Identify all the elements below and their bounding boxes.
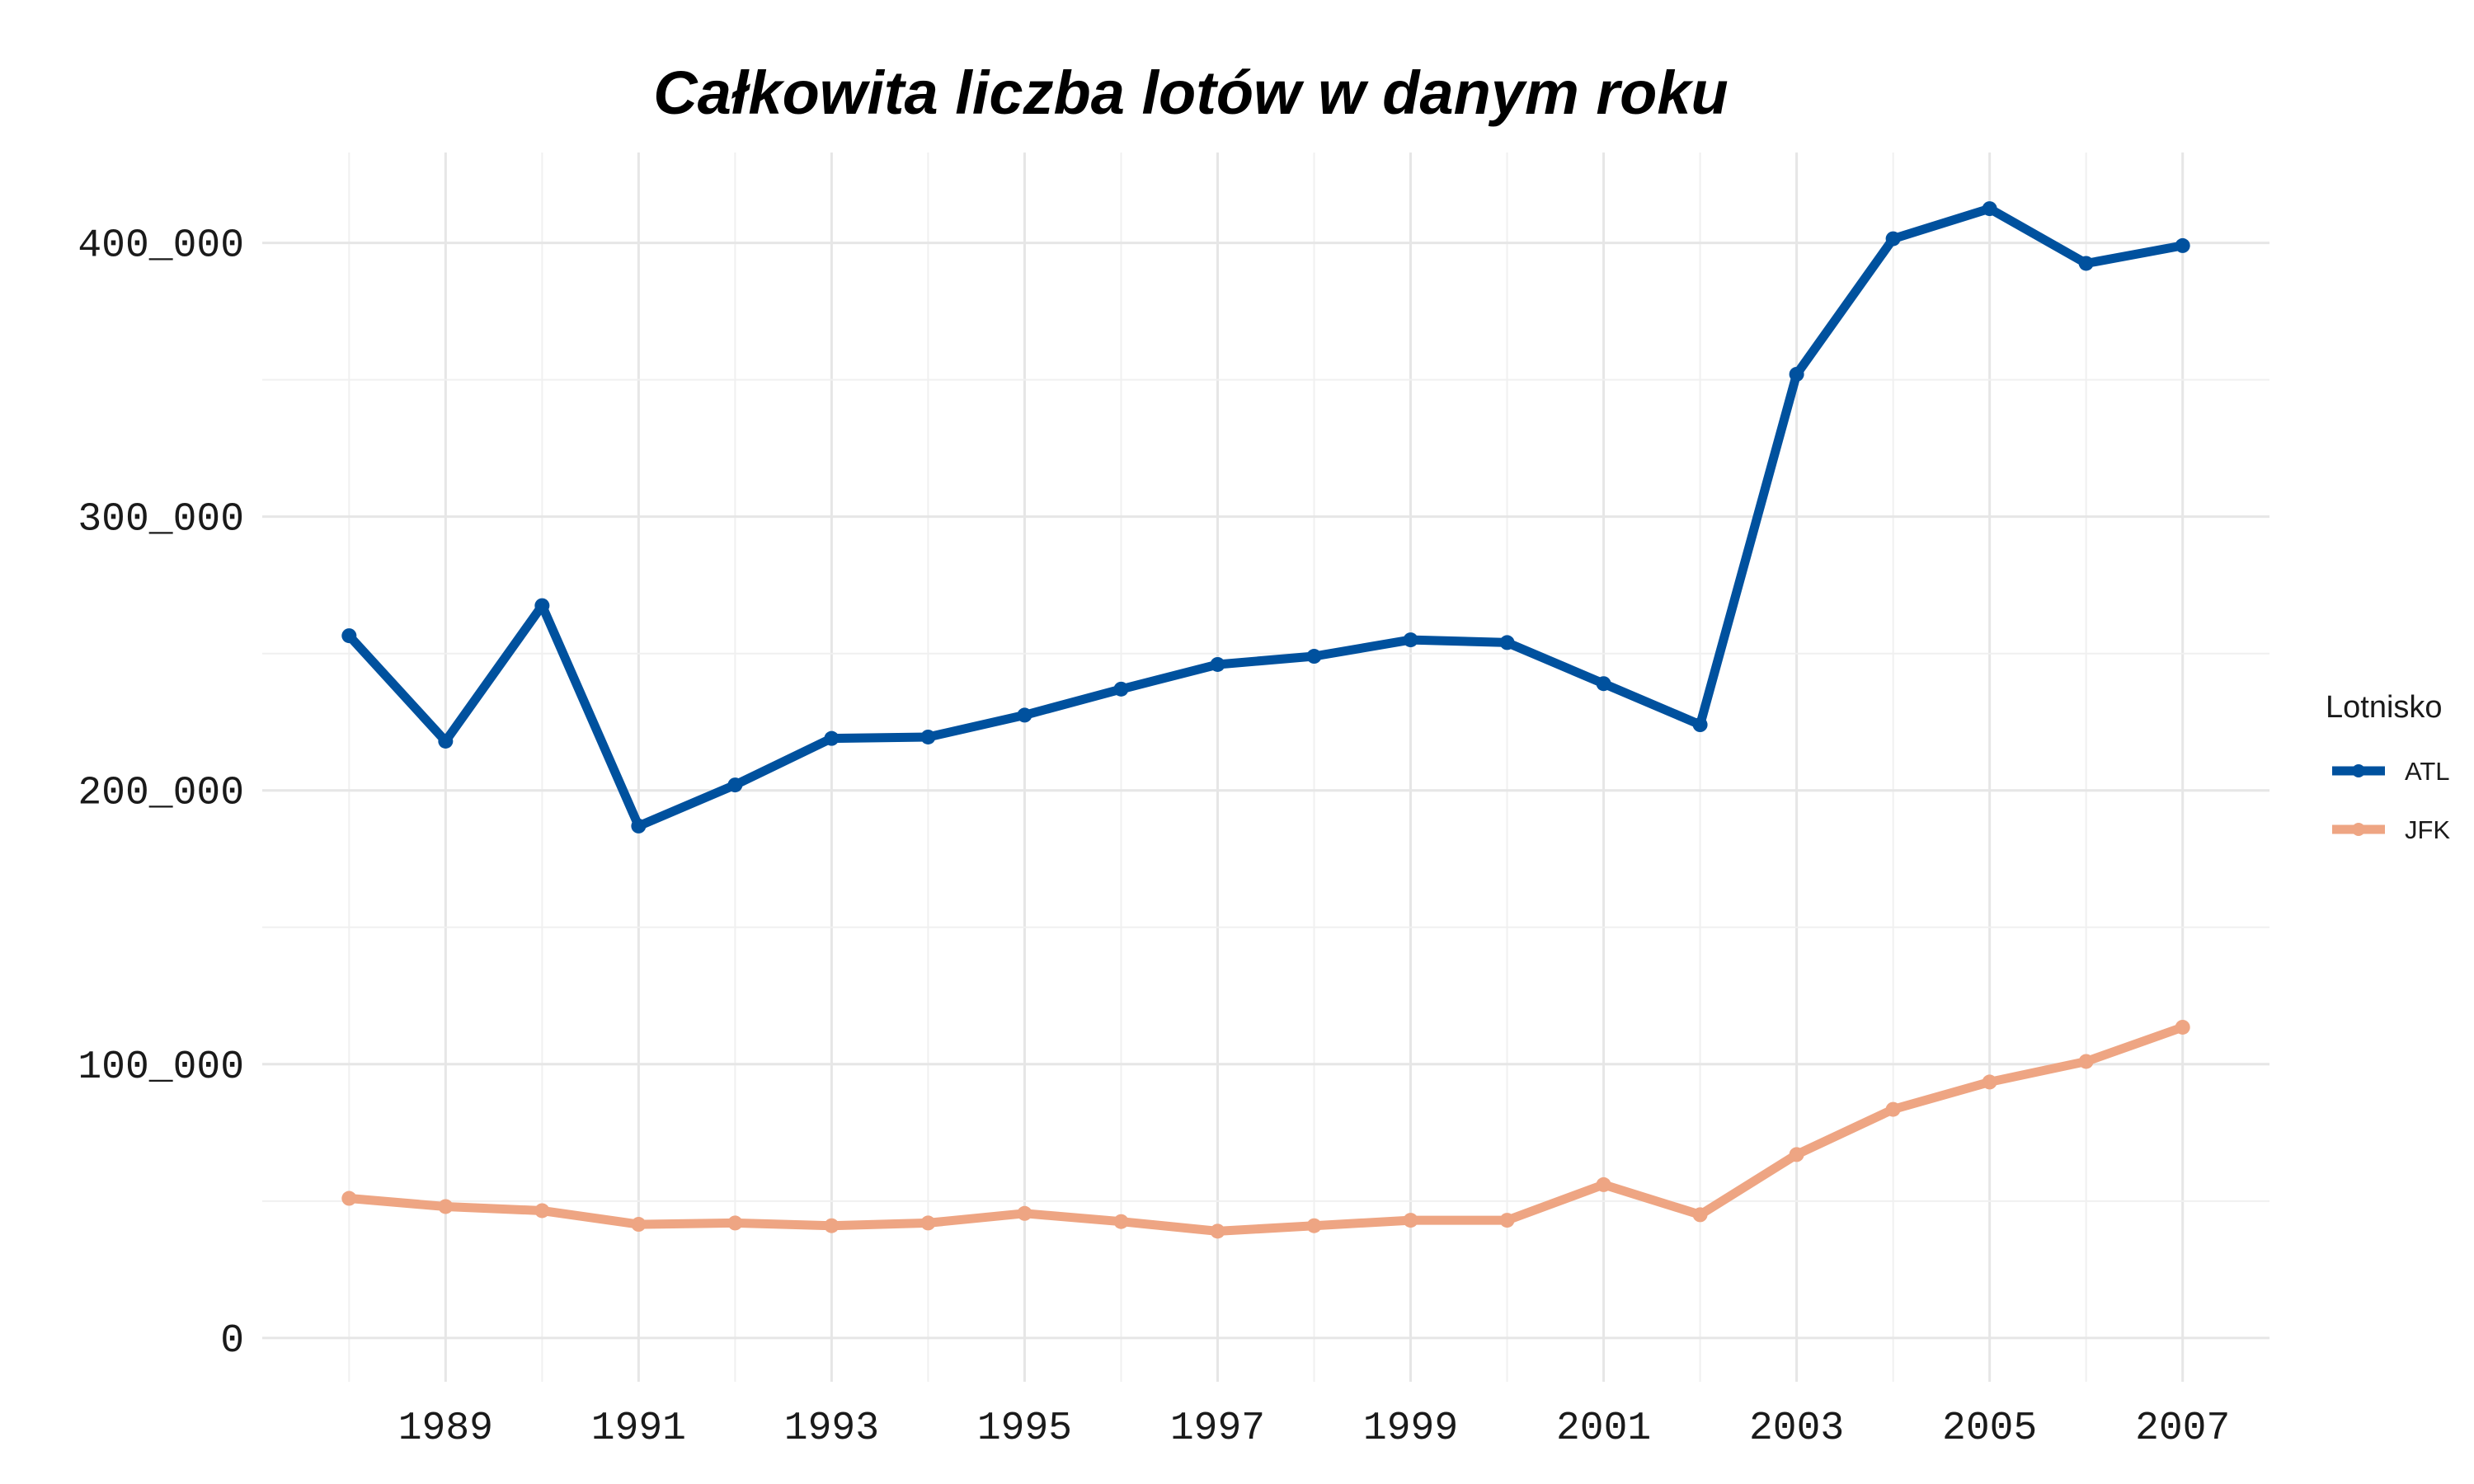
data-point-atl bbox=[1306, 649, 1322, 665]
data-point-atl bbox=[2175, 237, 2190, 253]
data-point-atl bbox=[1499, 635, 1515, 650]
legend-marker-jfk bbox=[2352, 823, 2365, 836]
data-point-jfk bbox=[1306, 1218, 1322, 1233]
x-tick-label: 1999 bbox=[1363, 1407, 1458, 1451]
legend-label-atl: ATL bbox=[2405, 757, 2450, 786]
data-point-jfk bbox=[438, 1199, 454, 1214]
legend: Lotnisko ATL JFK bbox=[2326, 690, 2450, 844]
data-point-jfk bbox=[2175, 1019, 2190, 1035]
legend-item-atl: ATL bbox=[2332, 757, 2450, 786]
grid bbox=[262, 153, 2269, 1382]
data-point-jfk bbox=[534, 1203, 550, 1219]
chart-title: Całkowita liczba lotów w danym roku bbox=[653, 59, 1728, 127]
data-point-jfk bbox=[1113, 1214, 1129, 1229]
y-tick-label: 100_000 bbox=[78, 1045, 244, 1090]
data-point-atl bbox=[1596, 676, 1611, 692]
x-tick-label: 1997 bbox=[1170, 1407, 1265, 1451]
data-point-atl bbox=[2078, 256, 2094, 271]
data-point-atl bbox=[1885, 231, 1901, 247]
y-tick-label: 400_000 bbox=[78, 224, 244, 269]
series-line-atl bbox=[344, 204, 2188, 831]
legend-label-jfk: JFK bbox=[2405, 815, 2450, 844]
data-point-jfk bbox=[1789, 1147, 1804, 1162]
data-point-atl bbox=[1789, 366, 1804, 382]
data-point-jfk bbox=[631, 1217, 647, 1233]
data-point-atl bbox=[341, 628, 357, 644]
x-tick-label: 2001 bbox=[1556, 1407, 1651, 1451]
legend-title: Lotnisko bbox=[2326, 690, 2443, 725]
legend-item-jfk: JFK bbox=[2332, 815, 2450, 844]
data-point-jfk bbox=[824, 1218, 840, 1233]
data-point-jfk bbox=[1596, 1176, 1611, 1192]
data-point-jfk bbox=[1017, 1205, 1032, 1221]
data-point-atl bbox=[534, 598, 550, 613]
y-axis: 0 100_000 200_000 300_000 400_000 bbox=[78, 224, 244, 1364]
x-tick-label: 1993 bbox=[784, 1407, 879, 1451]
data-point-jfk bbox=[1499, 1213, 1515, 1228]
x-tick-label: 2003 bbox=[1749, 1407, 1844, 1451]
data-point-jfk bbox=[1692, 1207, 1708, 1223]
data-point-jfk bbox=[1403, 1213, 1418, 1228]
data-point-atl bbox=[1017, 707, 1032, 723]
data-point-jfk bbox=[920, 1215, 936, 1231]
data-point-jfk bbox=[1210, 1223, 1225, 1239]
data-point-jfk bbox=[727, 1215, 743, 1231]
x-tick-label: 1991 bbox=[591, 1407, 686, 1451]
data-point-atl bbox=[920, 729, 936, 744]
series-layer bbox=[341, 201, 2190, 1239]
legend-marker-atl bbox=[2352, 764, 2365, 777]
y-tick-label: 0 bbox=[220, 1319, 244, 1364]
data-point-atl bbox=[1692, 717, 1708, 733]
data-point-atl bbox=[631, 818, 647, 834]
series-line-jfk bbox=[344, 1022, 2188, 1236]
y-tick-label: 200_000 bbox=[78, 772, 244, 816]
data-point-atl bbox=[727, 777, 743, 793]
data-point-atl bbox=[1403, 632, 1418, 648]
data-point-jfk bbox=[1982, 1074, 1997, 1090]
data-point-atl bbox=[1113, 681, 1129, 697]
data-point-atl bbox=[824, 730, 840, 746]
y-tick-label: 300_000 bbox=[78, 498, 244, 542]
data-point-jfk bbox=[341, 1190, 357, 1206]
x-axis: 1989 1991 1993 1995 1997 1999 2001 2003 2005 2007 bbox=[398, 1407, 2231, 1451]
data-point-atl bbox=[1210, 656, 1225, 672]
x-tick-label: 2005 bbox=[1942, 1407, 2037, 1451]
x-tick-label: 1995 bbox=[977, 1407, 1072, 1451]
data-point-atl bbox=[1982, 201, 1997, 217]
data-point-jfk bbox=[1885, 1101, 1901, 1117]
data-point-atl bbox=[438, 733, 454, 749]
data-point-jfk bbox=[2078, 1054, 2094, 1069]
x-tick-label: 1989 bbox=[398, 1407, 493, 1451]
x-tick-label: 2007 bbox=[2135, 1407, 2230, 1451]
